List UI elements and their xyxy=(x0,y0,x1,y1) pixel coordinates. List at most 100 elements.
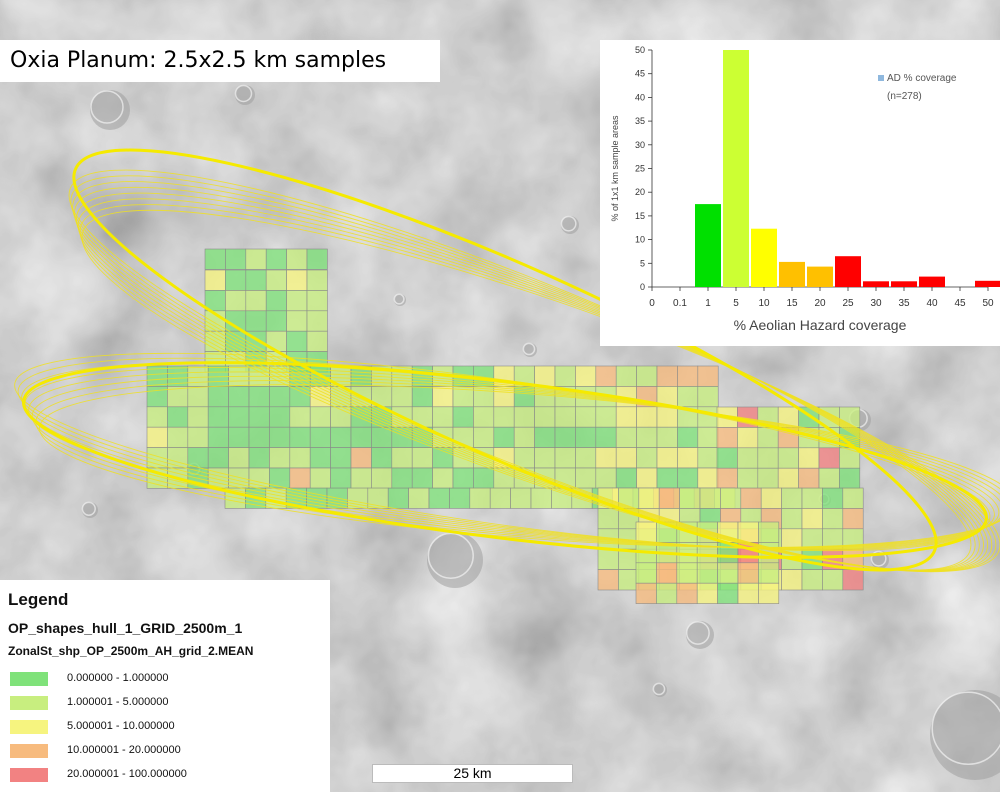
y-tick-label: 45 xyxy=(635,69,645,79)
grid-cell xyxy=(636,406,658,428)
legend-swatch xyxy=(10,744,48,758)
grid-cell xyxy=(225,269,247,291)
grid-cell xyxy=(245,290,267,312)
landing-ellipse xyxy=(28,371,1000,549)
grid-cell xyxy=(597,508,619,530)
crater xyxy=(685,620,714,649)
grid-cell xyxy=(636,467,658,489)
y-tick-label: 5 xyxy=(640,258,645,268)
grid-cell xyxy=(513,406,535,428)
grid-cell xyxy=(842,569,864,591)
grid-cell xyxy=(473,467,495,489)
x-tick-label: 30 xyxy=(870,298,882,309)
grid-cell xyxy=(269,426,291,448)
grid-cell xyxy=(350,426,372,448)
grid-cell xyxy=(595,365,617,387)
grid-cell xyxy=(676,562,698,584)
legend-swatch xyxy=(10,768,48,782)
grid-cell xyxy=(615,426,637,448)
y-tick-label: 15 xyxy=(635,211,645,221)
grid-cell xyxy=(677,386,699,408)
grid-cell xyxy=(781,487,803,509)
grid-cell xyxy=(822,508,844,530)
grid-cell xyxy=(449,487,471,509)
legend-swatch xyxy=(10,696,48,710)
grid-cell xyxy=(248,406,270,428)
landing-ellipse xyxy=(68,169,972,571)
grid-cell xyxy=(330,467,352,489)
grid-cell xyxy=(677,426,699,448)
landing-ellipse xyxy=(81,209,1000,573)
legend-layer-name: OP_shapes_hull_1_GRID_2500m_1 xyxy=(8,620,243,636)
landing-ellipse-outer xyxy=(22,361,988,559)
histogram-bar xyxy=(863,281,889,287)
grid-cell xyxy=(289,386,311,408)
grid-cell xyxy=(781,528,803,550)
landing-ellipse xyxy=(21,362,995,550)
grid-cell xyxy=(696,562,718,584)
grid-cell xyxy=(656,562,678,584)
legend-class-label: 0.000000 - 1.000000 xyxy=(67,672,169,684)
grid-cell xyxy=(575,365,597,387)
landing-ellipse-outer xyxy=(72,148,938,572)
grid-cell xyxy=(597,569,619,591)
grid-cell xyxy=(391,386,413,408)
y-tick-label: 40 xyxy=(635,92,645,102)
grid-cell xyxy=(656,426,678,448)
grid-cell xyxy=(473,426,495,448)
grid-cell xyxy=(350,467,372,489)
grid-cell xyxy=(207,426,229,448)
grid-cell xyxy=(740,487,762,509)
grid-cell xyxy=(575,426,597,448)
grid-cell xyxy=(265,290,287,312)
grid-cell xyxy=(428,487,450,509)
legend-class-label: 5.000001 - 10.000000 xyxy=(67,720,175,732)
grid-cell xyxy=(717,582,739,604)
landing-ellipse xyxy=(39,384,1000,548)
crater xyxy=(560,215,579,234)
grid-cell xyxy=(720,487,742,509)
grid-cell xyxy=(554,426,576,448)
grid-cell xyxy=(554,365,576,387)
grid-cell xyxy=(679,487,701,509)
grid-cell xyxy=(228,426,250,448)
grid-cell xyxy=(697,386,719,408)
crater xyxy=(393,293,406,306)
grid-cell xyxy=(387,487,409,509)
grid-cell xyxy=(822,487,844,509)
grid-cell xyxy=(635,521,657,543)
map-legend: Legend OP_shapes_hull_1_GRID_2500m_1 Zon… xyxy=(0,580,330,792)
x-tick-label: 35 xyxy=(898,298,910,309)
grid-cell xyxy=(207,447,229,469)
grid-cell xyxy=(839,467,861,489)
x-tick-label: 20 xyxy=(814,298,826,309)
histogram-bar xyxy=(975,280,1000,287)
grid-cell xyxy=(265,269,287,291)
grid-cell xyxy=(781,569,803,591)
grid-cell xyxy=(534,406,556,428)
grid-cell xyxy=(697,467,719,489)
grid-cell xyxy=(187,426,209,448)
landing-ellipse xyxy=(74,186,984,572)
grid-cell xyxy=(286,269,308,291)
y-tick-label: 30 xyxy=(635,140,645,150)
grid-cell xyxy=(187,406,209,428)
grid-cell xyxy=(697,406,719,428)
landing-ellipse xyxy=(79,204,997,572)
grid-cell xyxy=(757,467,779,489)
grid-cell xyxy=(716,447,738,469)
grid-cell xyxy=(228,406,250,428)
histogram-bar xyxy=(891,281,917,287)
x-tick-label: 25 xyxy=(842,298,854,309)
histogram-bar xyxy=(835,256,861,287)
grid-cell xyxy=(575,467,597,489)
grid-cell xyxy=(801,569,823,591)
crater xyxy=(81,501,98,518)
grid-cell xyxy=(513,447,535,469)
grid-cell xyxy=(452,467,474,489)
grid-cell xyxy=(269,406,291,428)
grid-cell xyxy=(167,447,189,469)
grid-cell xyxy=(534,426,556,448)
grid-cell xyxy=(289,467,311,489)
grid-cell xyxy=(225,290,247,312)
